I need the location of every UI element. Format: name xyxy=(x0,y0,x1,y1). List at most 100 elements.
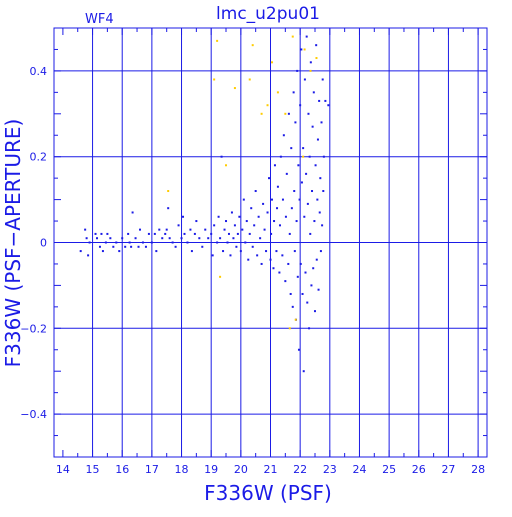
data-point xyxy=(260,112,263,115)
x-tick-label: 24 xyxy=(352,463,366,476)
data-point xyxy=(309,232,312,235)
data-point xyxy=(269,258,272,261)
data-point xyxy=(320,121,323,124)
data-point xyxy=(225,220,228,223)
data-point xyxy=(189,228,192,231)
data-point xyxy=(247,258,250,261)
x-tick-label: 14 xyxy=(56,463,70,476)
data-point xyxy=(164,232,167,235)
data-point xyxy=(276,91,279,94)
data-point xyxy=(253,224,256,227)
data-point xyxy=(300,48,303,51)
data-point xyxy=(285,172,288,175)
data-point xyxy=(248,78,251,81)
data-point xyxy=(227,232,230,235)
data-point xyxy=(322,190,325,193)
y-tick-label: −0.4 xyxy=(20,408,47,421)
data-point xyxy=(289,292,292,295)
data-point xyxy=(305,35,308,38)
data-point xyxy=(207,237,210,240)
x-tick-label: 19 xyxy=(204,463,218,476)
data-point xyxy=(171,241,174,244)
data-point xyxy=(294,318,297,321)
data-point xyxy=(216,241,219,244)
data-point xyxy=(190,250,193,253)
data-point xyxy=(298,198,301,201)
y-axis-label: F336W (PSF−APERTURE) xyxy=(1,119,25,368)
data-point xyxy=(84,228,87,231)
data-point xyxy=(314,164,317,167)
data-point xyxy=(223,228,226,231)
data-point xyxy=(288,327,291,330)
data-point xyxy=(236,232,239,235)
data-point xyxy=(216,39,219,42)
x-tick-label: 15 xyxy=(86,463,100,476)
data-point xyxy=(308,155,311,158)
data-point xyxy=(306,202,309,205)
data-point xyxy=(174,245,177,248)
grid-layer xyxy=(54,27,487,458)
data-point xyxy=(104,241,107,244)
data-point xyxy=(291,35,294,38)
data-point xyxy=(287,262,290,265)
data-point xyxy=(273,220,276,223)
data-point xyxy=(219,275,222,278)
data-point xyxy=(239,250,242,253)
data-point xyxy=(273,164,276,167)
y-tick-label: −0.2 xyxy=(20,322,47,335)
data-point xyxy=(201,245,204,248)
data-point xyxy=(147,232,150,235)
data-point xyxy=(94,232,97,235)
data-point xyxy=(313,220,316,223)
data-point xyxy=(300,181,303,184)
data-point xyxy=(270,232,273,235)
data-point xyxy=(327,104,330,107)
data-point xyxy=(128,241,131,244)
chart-title: lmc_u2pu01 xyxy=(216,4,320,24)
data-point xyxy=(312,91,315,94)
data-point xyxy=(284,280,287,283)
data-point xyxy=(312,267,315,270)
data-point xyxy=(217,215,220,218)
data-point xyxy=(238,215,241,218)
data-point xyxy=(130,245,133,248)
data-point xyxy=(316,138,319,141)
data-point xyxy=(311,125,314,128)
data-point xyxy=(85,237,88,240)
data-point xyxy=(167,190,170,193)
data-point xyxy=(241,228,244,231)
data-point xyxy=(195,220,198,223)
data-point xyxy=(180,237,183,240)
data-point xyxy=(259,237,262,240)
panel-label: WF4 xyxy=(85,12,114,27)
data-point xyxy=(297,164,300,167)
x-tick-label: 16 xyxy=(115,463,129,476)
data-point xyxy=(88,241,91,244)
data-point xyxy=(257,215,260,218)
data-point xyxy=(281,198,284,201)
data-point xyxy=(279,155,282,158)
data-point xyxy=(100,232,103,235)
data-point xyxy=(319,177,322,180)
data-point xyxy=(278,224,281,227)
data-point xyxy=(299,262,302,265)
data-point xyxy=(318,211,321,214)
data-point xyxy=(303,78,306,81)
data-point xyxy=(141,241,144,244)
x-tick-label: 21 xyxy=(264,463,278,476)
data-point xyxy=(232,237,235,240)
x-tick-label: 17 xyxy=(145,463,159,476)
data-point xyxy=(281,254,284,257)
data-point xyxy=(293,190,296,193)
data-point xyxy=(182,215,185,218)
data-point xyxy=(321,78,324,81)
data-point xyxy=(276,185,279,188)
data-point xyxy=(219,237,222,240)
data-point xyxy=(316,198,319,201)
data-point xyxy=(315,44,318,47)
data-point xyxy=(193,232,196,235)
data-point xyxy=(210,232,213,235)
data-point xyxy=(109,237,112,240)
data-point xyxy=(288,232,291,235)
